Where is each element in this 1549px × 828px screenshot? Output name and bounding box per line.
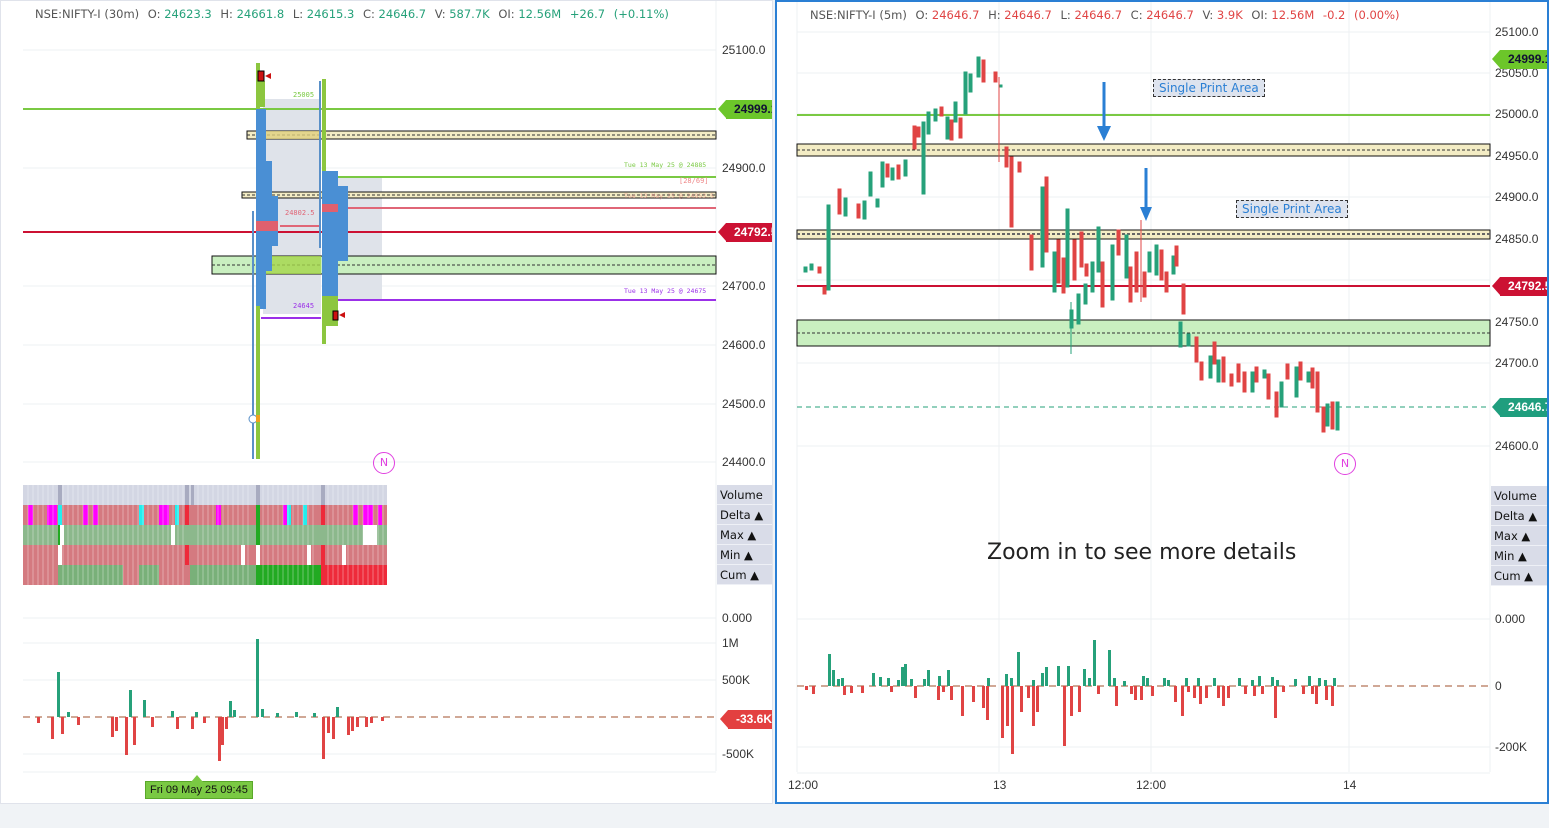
svg-text:0: 0 <box>1495 679 1502 693</box>
svg-text:25005: 25005 <box>293 91 314 99</box>
table-row-delta[interactable]: Delta ▲ <box>717 505 772 525</box>
svg-text:24950.0: 24950.0 <box>1495 149 1539 163</box>
price-candles <box>803 56 1340 433</box>
svg-text:24600.0: 24600.0 <box>722 338 766 352</box>
left-chart-legend: NSE:NIFTY-I (30m) O: 24623.3 H: 24661.8 … <box>35 7 669 21</box>
svg-text:25100.0: 25100.0 <box>1495 25 1539 39</box>
change-pct: (+0.11%) <box>613 7 669 21</box>
delta-value-tag: -33.6K <box>719 710 772 729</box>
table-row-max[interactable]: Max ▲ <box>1491 526 1547 546</box>
svg-text:24850.0: 24850.0 <box>1495 232 1539 246</box>
right-chart-legend: NSE:NIFTY-I (5m) O: 24646.7 H: 24646.7 L… <box>810 8 1400 22</box>
svg-text:24900.0: 24900.0 <box>722 161 766 175</box>
svg-text:24900.0: 24900.0 <box>1495 190 1539 204</box>
svg-text:24700.0: 24700.0 <box>722 279 766 293</box>
time-axis-label: 14 <box>1343 778 1357 792</box>
table-row-menu: Volume Delta ▲ Max ▲ Min ▲ Cum ▲ <box>1491 486 1547 586</box>
table-row-min[interactable]: Min ▲ <box>717 545 772 565</box>
high-value: 24661.8 <box>236 7 285 21</box>
svg-text:-200K: -200K <box>1495 740 1527 754</box>
svg-text:0.000: 0.000 <box>1495 612 1525 626</box>
single-print-area-label-1[interactable]: Single Print Area <box>1153 79 1265 97</box>
oi-value: 12.56M <box>1271 8 1315 22</box>
open-value: 24623.3 <box>164 7 212 21</box>
table-row-min[interactable]: Min ▲ <box>1491 546 1547 566</box>
table-row-cum[interactable]: Cum ▲ <box>717 565 772 585</box>
svg-text:24500.0: 24500.0 <box>722 397 766 411</box>
left-delta-bars <box>37 639 384 761</box>
svg-text:24700.0: 24700.0 <box>1495 356 1539 370</box>
vah-price-tag: 24999.1 <box>717 100 772 119</box>
right-delta-bars <box>805 640 1336 754</box>
low-value: 24615.3 <box>306 7 355 21</box>
low-value: 24646.7 <box>1074 8 1123 22</box>
svg-text:Tue 13 May 25 @ 24675: Tue 13 May 25 @ 24675 <box>624 287 706 295</box>
symbol-label[interactable]: NSE:NIFTY-I (30m) <box>35 7 140 21</box>
volume-profile-1 <box>248 63 278 459</box>
svg-text:[28/69]: [28/69] <box>679 177 709 185</box>
vah-price-tag: 24999.1 <box>1491 50 1547 69</box>
open-value: 24646.7 <box>931 8 980 22</box>
table-row-volume[interactable]: Volume <box>1491 486 1547 506</box>
table-row-delta[interactable]: Delta ▲ <box>1491 506 1547 526</box>
right-chart-pane[interactable]: NSE:NIFTY-I (5m) O: 24646.7 H: 24646.7 L… <box>775 0 1549 804</box>
left-main-chart-canvas[interactable]: 25005 24802.5 24645 [28/69] Tue 13 May 2… <box>1 1 773 804</box>
close-value: 24646.7 <box>378 7 427 21</box>
volume-profile-2 <box>319 79 348 344</box>
svg-text:25050.0: 25050.0 <box>1495 66 1539 80</box>
table-row-menu: Volume Delta ▲ Max ▲ Min ▲ Cum ▲ <box>717 485 772 585</box>
change-value: +26.7 <box>569 7 606 21</box>
svg-text:0.000: 0.000 <box>722 611 752 625</box>
news-badge-icon[interactable]: N <box>373 452 395 474</box>
oi-value: 12.56M <box>518 7 562 21</box>
left-chart-pane[interactable]: NSE:NIFTY-I (30m) O: 24623.3 H: 24661.8 … <box>0 0 773 804</box>
table-row-max[interactable]: Max ▲ <box>717 525 772 545</box>
right-main-chart-canvas[interactable]: 25100.0 25050.0 25000.0 24950.0 24900.0 … <box>777 2 1549 804</box>
poc-price-tag: 24792.5 <box>717 223 772 242</box>
single-print-area-label-2[interactable]: Single Print Area <box>1236 200 1348 218</box>
svg-text:-500K: -500K <box>722 747 754 761</box>
symbol-label[interactable]: NSE:NIFTY-I (5m) <box>810 8 907 22</box>
change-value: -0.2 <box>1322 8 1346 22</box>
svg-text:1M: 1M <box>722 636 739 650</box>
zoom-hint-text: Zoom in to see more details <box>987 540 1297 565</box>
news-badge-icon[interactable]: N <box>1334 453 1356 475</box>
svg-text:24802.5: 24802.5 <box>285 209 315 217</box>
svg-text:Tue 13 May 25 @ 24885: Tue 13 May 25 @ 24885 <box>624 161 706 169</box>
change-pct: (0.00%) <box>1354 8 1400 22</box>
svg-text:24750.0: 24750.0 <box>1495 315 1539 329</box>
svg-text:24645: 24645 <box>293 302 314 310</box>
time-axis-label: 13 <box>993 778 1007 792</box>
time-axis-label: 12:00 <box>1136 778 1167 792</box>
table-row-volume[interactable]: Volume <box>717 485 772 505</box>
high-value: 24646.7 <box>1004 8 1052 22</box>
poc-price-tag: 24792.5 <box>1491 277 1547 296</box>
svg-text:24400.0: 24400.0 <box>722 455 766 469</box>
svg-text:24600.0: 24600.0 <box>1495 439 1539 453</box>
svg-text:Tue 13 May 25 @ 24853.5: Tue 13 May 25 @ 24853.5 <box>624 192 714 200</box>
footprint-table-strip <box>23 485 387 585</box>
crosshair-date-label: Fri 09 May 25 09:45 <box>145 775 253 799</box>
svg-text:500K: 500K <box>722 673 750 687</box>
last-price-tag: 24646.7 <box>1491 398 1547 417</box>
volume-value: 3.9K <box>1216 8 1243 22</box>
table-row-cum[interactable]: Cum ▲ <box>1491 566 1547 586</box>
svg-text:25100.0: 25100.0 <box>722 43 766 57</box>
volume-value: 587.7K <box>449 7 490 21</box>
time-axis-label: 12:00 <box>788 778 819 792</box>
svg-text:25000.0: 25000.0 <box>1495 107 1539 121</box>
close-value: 24646.7 <box>1146 8 1194 22</box>
